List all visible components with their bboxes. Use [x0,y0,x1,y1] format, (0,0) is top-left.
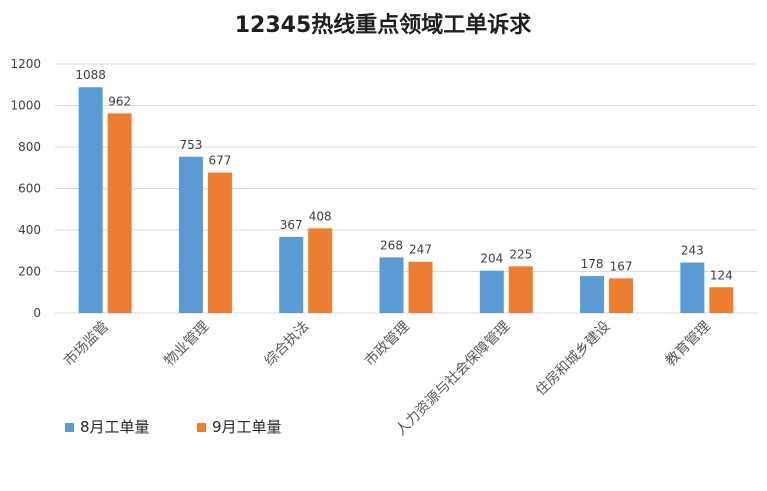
legend-swatch [197,423,206,432]
bar [308,228,333,313]
data-label: 225 [509,247,532,261]
data-label: 1088 [75,68,106,82]
bar [709,287,734,313]
y-tick-label: 200 [18,265,41,279]
bar [107,113,132,313]
category-label: 市场监管 [60,318,112,370]
y-axis: 0 200 400 600 800 1000 1200 [10,57,41,320]
category-label: 人力资源与社会保障管理 [393,319,513,439]
bar [178,156,203,313]
bars [78,87,734,314]
legend: 8月工单量 9月工单量 [65,418,282,436]
bar [279,236,304,313]
data-label: 167 [610,259,633,273]
legend-label: 8月工单量 [80,418,150,436]
category-label: 教育管理 [663,319,714,370]
bar [408,261,433,313]
y-tick-label: 600 [18,182,41,196]
bar [508,266,533,313]
y-tick-label: 800 [18,140,41,154]
data-label: 124 [710,268,733,282]
data-label: 367 [280,218,303,232]
category-label: 住房和城乡建设 [533,319,614,400]
data-label: 268 [380,238,403,252]
y-tick-label: 1200 [10,57,41,71]
data-label: 962 [108,94,131,108]
category-label: 物业管理 [161,319,212,370]
bar [78,87,103,314]
data-label: 178 [581,257,604,271]
bar [207,172,232,313]
data-label: 243 [681,244,704,258]
y-tick-label: 1000 [10,99,41,113]
data-label: 247 [409,243,432,257]
bar [379,257,404,313]
bar [680,262,705,313]
gridlines [55,63,757,314]
data-label: 204 [480,252,503,266]
bar [479,270,504,313]
category-label: 综合执法 [262,319,313,370]
legend-swatch [65,423,74,432]
bar [609,278,634,313]
legend-label: 9月工单量 [212,418,282,436]
y-tick-label: 0 [33,306,41,320]
data-label: 753 [179,138,202,152]
category-label: 市政管理 [361,318,413,370]
data-label: 677 [208,154,231,168]
y-tick-label: 400 [18,223,41,237]
chart-title: 12345热线重点领域工单诉求 [235,12,532,38]
bar [580,276,605,313]
data-label: 408 [309,209,332,223]
